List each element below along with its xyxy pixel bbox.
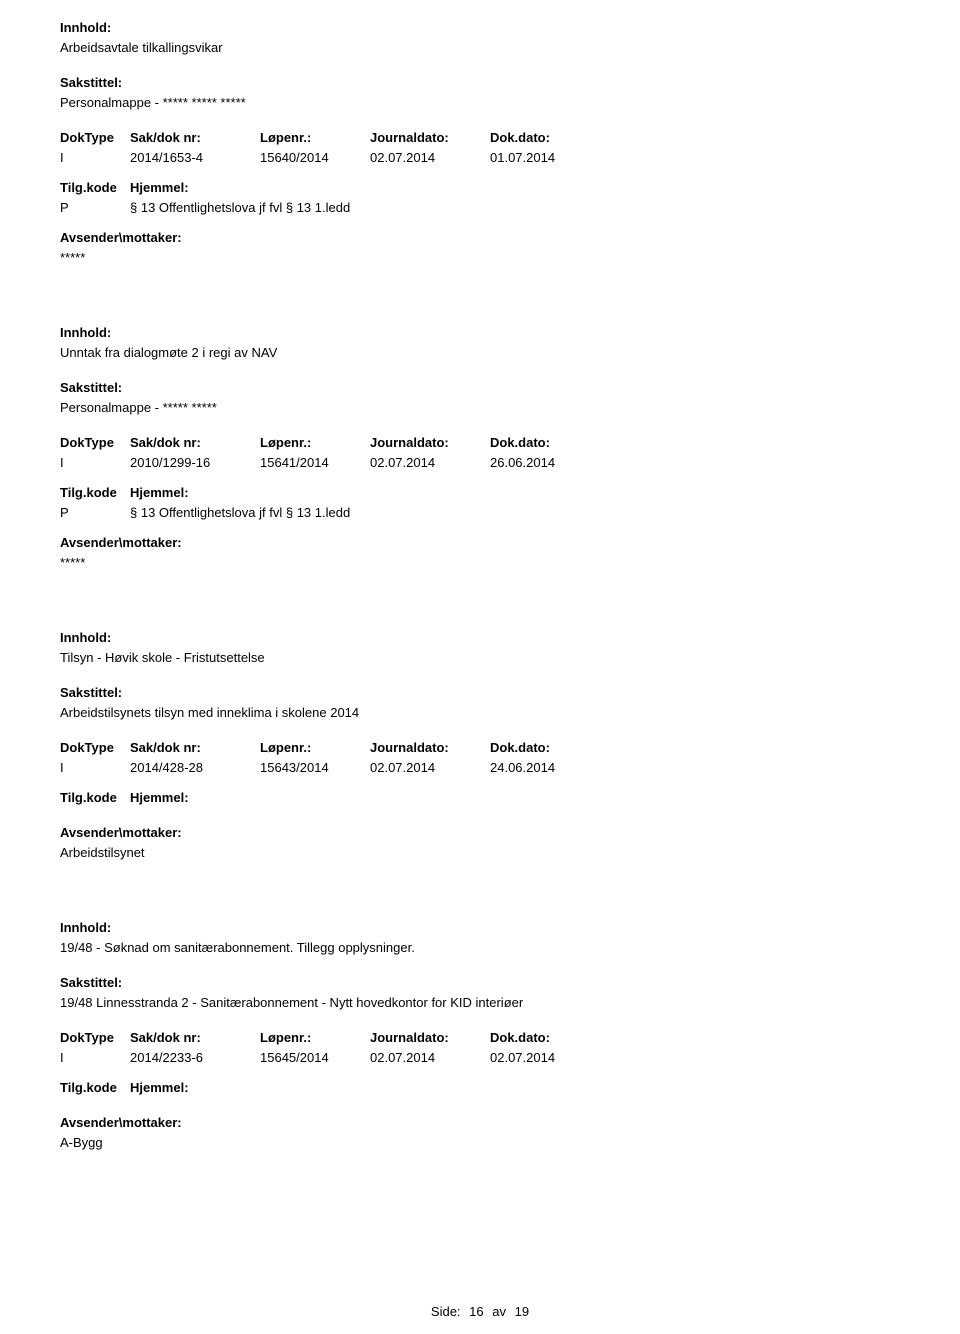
saknr-header: Sak/dok nr: bbox=[130, 130, 260, 145]
record-4: Innhold: 19/48 - Søknad om sanitærabonne… bbox=[60, 920, 900, 1150]
innhold-text: 19/48 - Søknad om sanitærabonnement. Til… bbox=[60, 940, 900, 955]
hjemmel-value: § 13 Offentlighetslova jf fvl § 13 1.led… bbox=[130, 505, 350, 520]
sakstittel-label: Sakstittel: bbox=[60, 685, 900, 700]
saknr-value: 2014/1653-4 bbox=[130, 150, 260, 165]
hjemmel-value: § 13 Offentlighetslova jf fvl § 13 1.led… bbox=[130, 200, 350, 215]
table-row: I 2014/428-28 15643/2014 02.07.2014 24.0… bbox=[60, 760, 900, 775]
journaldato-value: 02.07.2014 bbox=[370, 760, 490, 775]
innhold-label: Innhold: bbox=[60, 920, 900, 935]
side-label: Side: bbox=[431, 1304, 461, 1319]
sakstittel-label: Sakstittel: bbox=[60, 75, 900, 90]
sakstittel-text: 19/48 Linnesstranda 2 - Sanitærabonnemen… bbox=[60, 995, 900, 1010]
dokdato-value: 01.07.2014 bbox=[490, 150, 600, 165]
tilgkode-label: Tilg.kode bbox=[60, 790, 130, 805]
sakstittel-text: Personalmappe - ***** ***** bbox=[60, 400, 900, 415]
saknr-value: 2014/428-28 bbox=[130, 760, 260, 775]
innhold-label: Innhold: bbox=[60, 325, 900, 340]
dokdato-header: Dok.dato: bbox=[490, 1030, 600, 1045]
innhold-label: Innhold: bbox=[60, 20, 900, 35]
sakstittel-text: Personalmappe - ***** ***** ***** bbox=[60, 95, 900, 110]
tilgkode-label: Tilg.kode bbox=[60, 485, 130, 500]
hjemmel-row: P § 13 Offentlighetslova jf fvl § 13 1.l… bbox=[60, 200, 900, 215]
lopenr-value: 15645/2014 bbox=[260, 1050, 370, 1065]
journaldato-value: 02.07.2014 bbox=[370, 455, 490, 470]
dokdato-header: Dok.dato: bbox=[490, 435, 600, 450]
sakstittel-text: Arbeidstilsynets tilsyn med inneklima i … bbox=[60, 705, 900, 720]
dokdato-value: 02.07.2014 bbox=[490, 1050, 600, 1065]
avsender-label: Avsender\mottaker: bbox=[60, 535, 900, 550]
doktype-value: I bbox=[60, 760, 130, 775]
journaldato-header: Journaldato: bbox=[370, 740, 490, 755]
journaldato-value: 02.07.2014 bbox=[370, 150, 490, 165]
journaldato-header: Journaldato: bbox=[370, 1030, 490, 1045]
saknr-header: Sak/dok nr: bbox=[130, 740, 260, 755]
tilgkode-header: Tilg.kode Hjemmel: bbox=[60, 180, 900, 195]
hjemmel-label: Hjemmel: bbox=[130, 180, 189, 195]
doktype-header: DokType bbox=[60, 1030, 130, 1045]
tilgkode-value: P bbox=[60, 505, 130, 520]
table-row: I 2010/1299-16 15641/2014 02.07.2014 26.… bbox=[60, 455, 900, 470]
record-3: Innhold: Tilsyn - Høvik skole - Fristuts… bbox=[60, 630, 900, 860]
tilgkode-label: Tilg.kode bbox=[60, 1080, 130, 1095]
dokdato-value: 26.06.2014 bbox=[490, 455, 600, 470]
innhold-text: Arbeidsavtale tilkallingsvikar bbox=[60, 40, 900, 55]
avsender-label: Avsender\mottaker: bbox=[60, 825, 900, 840]
dokdato-header: Dok.dato: bbox=[490, 740, 600, 755]
lopenr-header: Løpenr.: bbox=[260, 1030, 370, 1045]
table-header: DokType Sak/dok nr: Løpenr.: Journaldato… bbox=[60, 1030, 900, 1045]
page-footer: Side: 16 av 19 bbox=[0, 1304, 960, 1319]
lopenr-header: Løpenr.: bbox=[260, 435, 370, 450]
tilgkode-header: Tilg.kode Hjemmel: bbox=[60, 485, 900, 500]
doktype-value: I bbox=[60, 1050, 130, 1065]
avsender-text: Arbeidstilsynet bbox=[60, 845, 900, 860]
saknr-value: 2010/1299-16 bbox=[130, 455, 260, 470]
innhold-label: Innhold: bbox=[60, 630, 900, 645]
hjemmel-label: Hjemmel: bbox=[130, 485, 189, 500]
lopenr-value: 15641/2014 bbox=[260, 455, 370, 470]
doktype-value: I bbox=[60, 150, 130, 165]
page-total: 19 bbox=[515, 1304, 529, 1319]
record-1: Innhold: Arbeidsavtale tilkallingsvikar … bbox=[60, 20, 900, 265]
av-label: av bbox=[492, 1304, 506, 1319]
innhold-text: Unntak fra dialogmøte 2 i regi av NAV bbox=[60, 345, 900, 360]
hjemmel-label: Hjemmel: bbox=[130, 790, 189, 805]
avsender-label: Avsender\mottaker: bbox=[60, 1115, 900, 1130]
tilgkode-header: Tilg.kode Hjemmel: bbox=[60, 1080, 900, 1095]
saknr-value: 2014/2233-6 bbox=[130, 1050, 260, 1065]
avsender-text: ***** bbox=[60, 555, 900, 570]
lopenr-value: 15640/2014 bbox=[260, 150, 370, 165]
avsender-text: ***** bbox=[60, 250, 900, 265]
page-current: 16 bbox=[469, 1304, 483, 1319]
table-row: I 2014/1653-4 15640/2014 02.07.2014 01.0… bbox=[60, 150, 900, 165]
hjemmel-row: P § 13 Offentlighetslova jf fvl § 13 1.l… bbox=[60, 505, 900, 520]
lopenr-value: 15643/2014 bbox=[260, 760, 370, 775]
doktype-header: DokType bbox=[60, 740, 130, 755]
tilgkode-value: P bbox=[60, 200, 130, 215]
lopenr-header: Løpenr.: bbox=[260, 130, 370, 145]
table-header: DokType Sak/dok nr: Løpenr.: Journaldato… bbox=[60, 740, 900, 755]
journaldato-value: 02.07.2014 bbox=[370, 1050, 490, 1065]
lopenr-header: Løpenr.: bbox=[260, 740, 370, 755]
sakstittel-label: Sakstittel: bbox=[60, 975, 900, 990]
avsender-text: A-Bygg bbox=[60, 1135, 900, 1150]
journaldato-header: Journaldato: bbox=[370, 435, 490, 450]
tilgkode-label: Tilg.kode bbox=[60, 180, 130, 195]
table-row: I 2014/2233-6 15645/2014 02.07.2014 02.0… bbox=[60, 1050, 900, 1065]
dokdato-value: 24.06.2014 bbox=[490, 760, 600, 775]
tilgkode-header: Tilg.kode Hjemmel: bbox=[60, 790, 900, 805]
avsender-label: Avsender\mottaker: bbox=[60, 230, 900, 245]
record-2: Innhold: Unntak fra dialogmøte 2 i regi … bbox=[60, 325, 900, 570]
doktype-header: DokType bbox=[60, 435, 130, 450]
table-header: DokType Sak/dok nr: Løpenr.: Journaldato… bbox=[60, 435, 900, 450]
doktype-header: DokType bbox=[60, 130, 130, 145]
saknr-header: Sak/dok nr: bbox=[130, 1030, 260, 1045]
table-header: DokType Sak/dok nr: Løpenr.: Journaldato… bbox=[60, 130, 900, 145]
sakstittel-label: Sakstittel: bbox=[60, 380, 900, 395]
saknr-header: Sak/dok nr: bbox=[130, 435, 260, 450]
journaldato-header: Journaldato: bbox=[370, 130, 490, 145]
dokdato-header: Dok.dato: bbox=[490, 130, 600, 145]
doktype-value: I bbox=[60, 455, 130, 470]
hjemmel-label: Hjemmel: bbox=[130, 1080, 189, 1095]
innhold-text: Tilsyn - Høvik skole - Fristutsettelse bbox=[60, 650, 900, 665]
